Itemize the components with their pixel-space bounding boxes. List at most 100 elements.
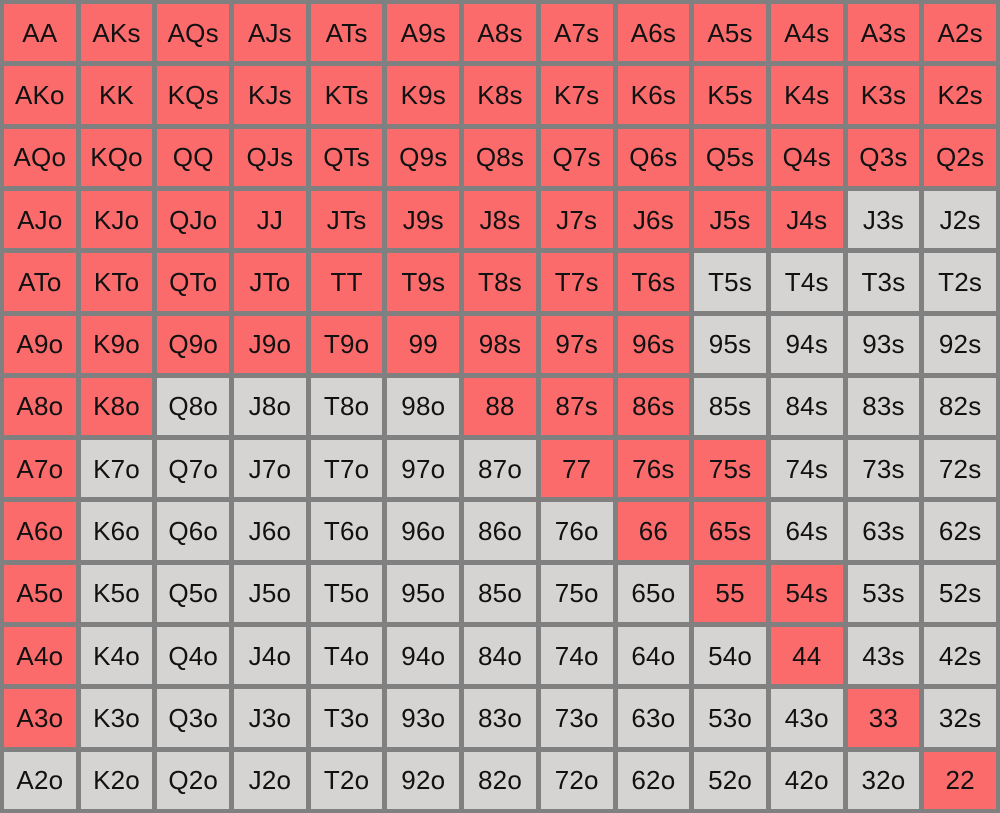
hand-cell-K5s[interactable]: K5s: [694, 66, 766, 124]
hand-cell-84o[interactable]: 84o: [464, 627, 536, 685]
hand-cell-K2o[interactable]: K2o: [80, 751, 153, 809]
hand-cell-54s[interactable]: 54s: [770, 564, 843, 623]
hand-cell-76o[interactable]: 76o: [540, 502, 613, 560]
hand-cell-A6o[interactable]: A6o: [4, 502, 76, 560]
hand-cell-54o[interactable]: 54o: [694, 627, 766, 685]
hand-cell-32o[interactable]: 32o: [847, 751, 920, 809]
hand-cell-J2s[interactable]: J2s: [924, 190, 996, 249]
hand-cell-QTo[interactable]: QTo: [157, 253, 230, 311]
hand-cell-99[interactable]: 99: [387, 315, 460, 373]
hand-cell-KQs[interactable]: KQs: [157, 66, 230, 124]
hand-cell-82s[interactable]: 82s: [924, 377, 996, 436]
hand-cell-65o[interactable]: 65o: [617, 564, 690, 623]
hand-cell-J4o[interactable]: J4o: [234, 627, 306, 685]
hand-cell-74o[interactable]: 74o: [540, 627, 613, 685]
hand-cell-83o[interactable]: 83o: [464, 689, 536, 747]
hand-cell-Q3s[interactable]: Q3s: [847, 128, 920, 186]
hand-cell-94s[interactable]: 94s: [770, 315, 843, 373]
hand-cell-A5o[interactable]: A5o: [4, 564, 76, 623]
hand-cell-K4o[interactable]: K4o: [80, 627, 153, 685]
hand-cell-63o[interactable]: 63o: [617, 689, 690, 747]
hand-cell-87o[interactable]: 87o: [464, 440, 536, 498]
hand-cell-JTo[interactable]: JTo: [234, 253, 306, 311]
hand-cell-42o[interactable]: 42o: [770, 751, 843, 809]
hand-cell-64s[interactable]: 64s: [770, 502, 843, 560]
hand-cell-T4o[interactable]: T4o: [310, 627, 383, 685]
hand-cell-86o[interactable]: 86o: [464, 502, 536, 560]
hand-cell-Q2o[interactable]: Q2o: [157, 751, 230, 809]
hand-cell-85o[interactable]: 85o: [464, 564, 536, 623]
hand-cell-KQo[interactable]: KQo: [80, 128, 153, 186]
hand-cell-96s[interactable]: 96s: [617, 315, 690, 373]
hand-cell-Q2s[interactable]: Q2s: [924, 128, 996, 186]
hand-cell-J9s[interactable]: J9s: [387, 190, 460, 249]
hand-cell-J6o[interactable]: J6o: [234, 502, 306, 560]
hand-cell-88[interactable]: 88: [464, 377, 536, 436]
hand-cell-J9o[interactable]: J9o: [234, 315, 306, 373]
hand-cell-64o[interactable]: 64o: [617, 627, 690, 685]
hand-cell-T2o[interactable]: T2o: [310, 751, 383, 809]
hand-cell-J7s[interactable]: J7s: [540, 190, 613, 249]
hand-cell-J3s[interactable]: J3s: [847, 190, 920, 249]
hand-cell-52s[interactable]: 52s: [924, 564, 996, 623]
hand-cell-Q4o[interactable]: Q4o: [157, 627, 230, 685]
hand-cell-Q3o[interactable]: Q3o: [157, 689, 230, 747]
hand-cell-98o[interactable]: 98o: [387, 377, 460, 436]
hand-cell-43s[interactable]: 43s: [847, 627, 920, 685]
hand-cell-K9o[interactable]: K9o: [80, 315, 153, 373]
hand-cell-T6o[interactable]: T6o: [310, 502, 383, 560]
hand-cell-Q7o[interactable]: Q7o: [157, 440, 230, 498]
hand-cell-AJs[interactable]: AJs: [234, 4, 306, 62]
hand-cell-66[interactable]: 66: [617, 502, 690, 560]
hand-cell-73o[interactable]: 73o: [540, 689, 613, 747]
hand-cell-93s[interactable]: 93s: [847, 315, 920, 373]
hand-cell-A9s[interactable]: A9s: [387, 4, 460, 62]
hand-cell-AJo[interactable]: AJo: [4, 190, 76, 249]
hand-cell-TT[interactable]: TT: [310, 253, 383, 311]
hand-cell-Q6s[interactable]: Q6s: [617, 128, 690, 186]
hand-cell-T9o[interactable]: T9o: [310, 315, 383, 373]
hand-cell-K8s[interactable]: K8s: [464, 66, 536, 124]
hand-cell-A5s[interactable]: A5s: [694, 4, 766, 62]
hand-cell-K4s[interactable]: K4s: [770, 66, 843, 124]
hand-cell-K9s[interactable]: K9s: [387, 66, 460, 124]
hand-cell-Q9s[interactable]: Q9s: [387, 128, 460, 186]
hand-cell-22[interactable]: 22: [924, 751, 996, 809]
hand-cell-97o[interactable]: 97o: [387, 440, 460, 498]
hand-cell-A3s[interactable]: A3s: [847, 4, 920, 62]
hand-cell-72o[interactable]: 72o: [540, 751, 613, 809]
hand-cell-J5s[interactable]: J5s: [694, 190, 766, 249]
hand-cell-K3o[interactable]: K3o: [80, 689, 153, 747]
hand-cell-74s[interactable]: 74s: [770, 440, 843, 498]
hand-cell-A2o[interactable]: A2o: [4, 751, 76, 809]
hand-cell-Q5s[interactable]: Q5s: [694, 128, 766, 186]
hand-cell-K2s[interactable]: K2s: [924, 66, 996, 124]
hand-cell-95s[interactable]: 95s: [694, 315, 766, 373]
hand-cell-63s[interactable]: 63s: [847, 502, 920, 560]
hand-cell-AA[interactable]: AA: [4, 4, 76, 62]
hand-cell-95o[interactable]: 95o: [387, 564, 460, 623]
hand-cell-QQ[interactable]: QQ: [157, 128, 230, 186]
hand-cell-ATo[interactable]: ATo: [4, 253, 76, 311]
hand-cell-KJs[interactable]: KJs: [234, 66, 306, 124]
hand-cell-J2o[interactable]: J2o: [234, 751, 306, 809]
hand-cell-43o[interactable]: 43o: [770, 689, 843, 747]
hand-cell-ATs[interactable]: ATs: [310, 4, 383, 62]
hand-cell-A9o[interactable]: A9o: [4, 315, 76, 373]
hand-cell-A7s[interactable]: A7s: [540, 4, 613, 62]
hand-cell-A4s[interactable]: A4s: [770, 4, 843, 62]
hand-cell-A2s[interactable]: A2s: [924, 4, 996, 62]
hand-cell-86s[interactable]: 86s: [617, 377, 690, 436]
hand-cell-44[interactable]: 44: [770, 627, 843, 685]
hand-cell-T3s[interactable]: T3s: [847, 253, 920, 311]
hand-cell-K3s[interactable]: K3s: [847, 66, 920, 124]
hand-cell-77[interactable]: 77: [540, 440, 613, 498]
hand-cell-T7o[interactable]: T7o: [310, 440, 383, 498]
hand-cell-33[interactable]: 33: [847, 689, 920, 747]
hand-cell-55[interactable]: 55: [694, 564, 766, 623]
hand-cell-65s[interactable]: 65s: [694, 502, 766, 560]
hand-cell-A8s[interactable]: A8s: [464, 4, 536, 62]
hand-cell-75s[interactable]: 75s: [694, 440, 766, 498]
hand-cell-Q7s[interactable]: Q7s: [540, 128, 613, 186]
hand-cell-T7s[interactable]: T7s: [540, 253, 613, 311]
